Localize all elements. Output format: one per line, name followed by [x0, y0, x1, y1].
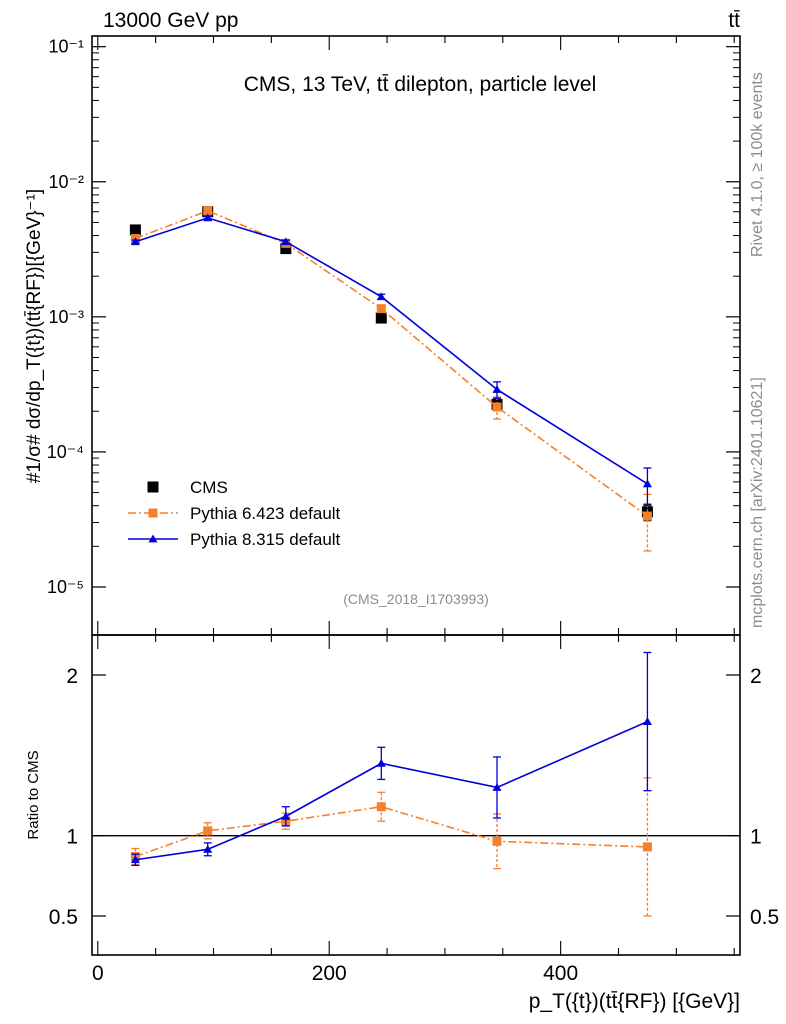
data-point [492, 836, 502, 846]
data-point [642, 511, 652, 521]
header-left: 13000 GeV pp [103, 9, 238, 32]
data-point [281, 811, 291, 820]
legend-label: Pythia 8.315 default [190, 530, 341, 549]
data-point [280, 243, 292, 255]
main-y-tick-label: 10⁻⁵ [47, 577, 84, 597]
main-series-pythia-6-423-default [130, 206, 652, 552]
ratio-y-tick-label: 2 [66, 665, 78, 688]
data-point [130, 855, 140, 864]
main-y-tick-label: 10⁻³ [48, 307, 84, 327]
series-line [135, 209, 648, 517]
data-point [492, 384, 502, 393]
legend-marker [147, 481, 159, 493]
data-point [129, 224, 141, 236]
main-y-tick-label: 10⁻⁴ [47, 442, 84, 462]
main-y-tick-label: 10⁻¹ [48, 37, 84, 57]
rivet-version-label: Rivet 4.1.0, ≥ 100k events [749, 72, 766, 257]
series-line [135, 805, 648, 858]
data-point [203, 213, 213, 222]
legend: CMS Pythia 6.423 default Pythia 8.315 defa… [128, 478, 341, 549]
axis-tick-labels: 10⁻¹ 10⁻² 10⁻³ 10⁻⁴ 10⁻⁵ 0.5 0.5 1 1 2 2 0 200 400 [47, 37, 779, 985]
ratio-series-pythia-6-423-default [130, 777, 652, 917]
axis-ticks [92, 36, 740, 955]
series-line [135, 720, 648, 861]
series-line [135, 217, 648, 485]
data-point [376, 292, 386, 301]
data-point [642, 717, 652, 725]
data-marks [129, 206, 653, 917]
ratio-y-tick-label-right: 2 [750, 665, 762, 688]
ratio-y-tick-label-right: 0.5 [750, 906, 779, 929]
ratio-y-tick-label: 1 [66, 826, 78, 849]
ratio-series-pythia-8-315-default [130, 651, 652, 867]
header-right: tt̄ [728, 9, 740, 32]
data-point [203, 844, 213, 853]
data-point [130, 237, 140, 246]
x-tick-label: 400 [543, 962, 578, 985]
data-point [492, 402, 502, 412]
data-point [492, 782, 502, 791]
data-point [203, 826, 213, 836]
data-point [642, 842, 652, 852]
analysis-watermark: (CMS_2018_I1703993) [343, 591, 489, 607]
x-axis-label: p_T({t})(tt̄{RF}) [{GeV}] [529, 990, 740, 1013]
data-point [376, 304, 386, 314]
legend-marker [148, 508, 158, 518]
legend-label: Pythia 6.423 default [190, 504, 341, 523]
data-point [376, 802, 386, 812]
source-label: mcplots.cern.ch [arXiv:2401.10621] [749, 377, 766, 628]
ratio-y-axis-label: Ratio to CMS [25, 750, 42, 839]
data-point [375, 312, 387, 324]
main-title: CMS, 13 TeV, tt̄ dilepton, particle leve… [244, 73, 597, 96]
ratio-y-tick-label-right: 1 [750, 826, 762, 849]
legend-label: CMS [190, 478, 228, 497]
x-tick-label: 0 [92, 962, 104, 985]
data-point [281, 237, 291, 246]
main-y-tick-label: 10⁻² [48, 172, 84, 192]
data-point [203, 206, 213, 216]
data-point [642, 479, 652, 488]
legend-marker [148, 534, 158, 543]
main-series-cms [129, 206, 653, 522]
ratio-panel-frame [91, 634, 741, 956]
main-series-pythia-8-315-default [130, 213, 652, 507]
ratio-y-tick-label: 0.5 [49, 906, 78, 929]
data-point [376, 758, 386, 767]
x-tick-label: 200 [312, 962, 347, 985]
main-y-axis-label: #1/σ# dσ/dp_T({t})(tt̄{RF})[{GeV}⁻¹] [24, 189, 45, 483]
